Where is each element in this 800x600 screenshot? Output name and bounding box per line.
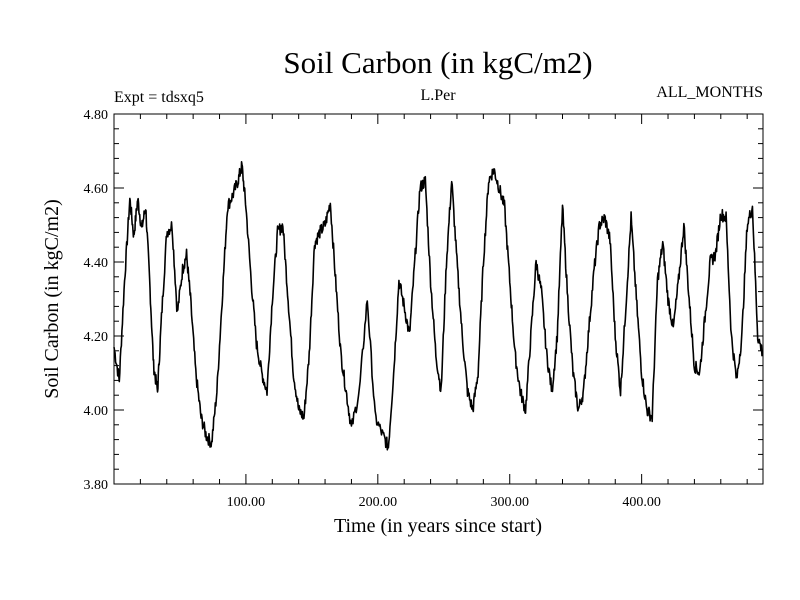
y-tick-label: 3.80 [84, 478, 109, 493]
y-axis-label: Soil Carbon (in kgC/m2) [41, 199, 63, 398]
experiment-label: Expt = tdsxq5 [114, 89, 204, 106]
x-tick-label: 400.00 [622, 495, 661, 510]
axis-ticks [114, 114, 763, 484]
y-tick-label: 4.00 [84, 404, 109, 419]
y-tick-label: 4.60 [84, 182, 109, 197]
y-tick-label: 4.40 [84, 256, 109, 271]
chart-title: Soil Carbon (in kgC/m2) [283, 45, 592, 80]
x-axis-label: Time (in years since start) [334, 515, 542, 537]
y-tick-label: 4.20 [84, 330, 109, 345]
tick-labels: 100.00 200.00 300.00 400.00 3.80 4.00 4.20 4.40… [84, 108, 661, 510]
x-tick-label: 300.00 [490, 495, 529, 510]
months-label: ALL_MONTHS [656, 84, 763, 101]
y-tick-label: 4.80 [84, 108, 109, 123]
region-label: L.Per [420, 87, 456, 104]
x-tick-label: 200.00 [359, 495, 398, 510]
x-tick-label: 100.00 [227, 495, 266, 510]
series-line-soil-carbon [113, 161, 764, 451]
plot-frame [113, 113, 764, 485]
